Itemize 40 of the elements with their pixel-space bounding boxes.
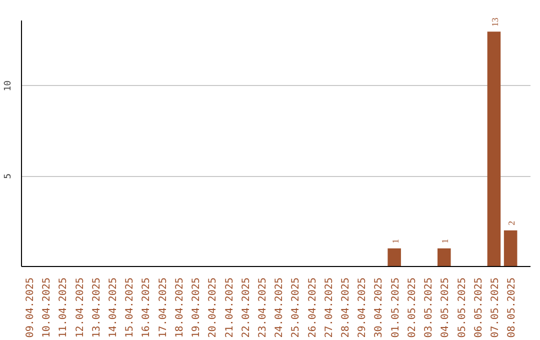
bar — [487, 32, 501, 266]
x-tick-label: 20.04.2025 — [208, 277, 219, 338]
x-tick-label: 04.05.2025 — [440, 277, 452, 338]
x-tick-label: 25.04.2025 — [290, 277, 302, 338]
x-tick-label: 15.04.2025 — [124, 277, 136, 338]
bar — [504, 230, 518, 266]
x-tick-label: 06.05.2025 — [473, 277, 484, 338]
x-tick-label: 22.04.2025 — [240, 277, 252, 338]
y-tick-label: 5 — [4, 173, 14, 179]
x-tick-label: 09.04.2025 — [24, 277, 36, 338]
x-tick-label: 11.04.2025 — [58, 277, 70, 338]
x-tick-label: 29.04.2025 — [357, 277, 368, 338]
x-tick-label: 27.04.2025 — [324, 277, 335, 338]
x-tick-label: 13.04.2025 — [91, 277, 102, 338]
x-tick-label: 02.05.2025 — [406, 277, 418, 338]
data-label: 1 — [440, 238, 450, 244]
data-label: 1 — [390, 238, 400, 244]
bar — [438, 248, 451, 266]
x-tick-label: 12.04.2025 — [74, 277, 86, 338]
x-tick-label: 14.04.2025 — [108, 277, 120, 338]
x-tick-label: 17.04.2025 — [158, 277, 169, 338]
x-tick-label: 24.04.2025 — [274, 277, 286, 338]
x-tick-label: 23.04.2025 — [257, 277, 268, 338]
data-label: 2 — [506, 220, 517, 226]
x-tick-label: 21.04.2025 — [224, 277, 236, 338]
x-tick-label: 07.05.2025 — [490, 277, 501, 338]
x-tick-label: 18.04.2025 — [174, 277, 186, 338]
x-tick-label: 08.05.2025 — [506, 277, 518, 338]
x-tick-label: 10.04.2025 — [42, 277, 53, 338]
data-label: 13 — [490, 17, 500, 27]
x-tick-label: 16.04.2025 — [141, 277, 152, 338]
x-tick-label: 30.04.2025 — [374, 277, 385, 338]
x-tick-label: 01.05.2025 — [390, 277, 402, 338]
x-tick-label: 28.04.2025 — [340, 277, 352, 338]
x-tick-label: 05.05.2025 — [456, 277, 468, 338]
x-tick-label: 26.04.2025 — [307, 277, 318, 338]
x-tick-label: 03.05.2025 — [424, 277, 435, 338]
y-tick-label: 10 — [4, 80, 14, 92]
bar — [388, 248, 401, 266]
x-tick-label: 19.04.2025 — [191, 277, 202, 338]
